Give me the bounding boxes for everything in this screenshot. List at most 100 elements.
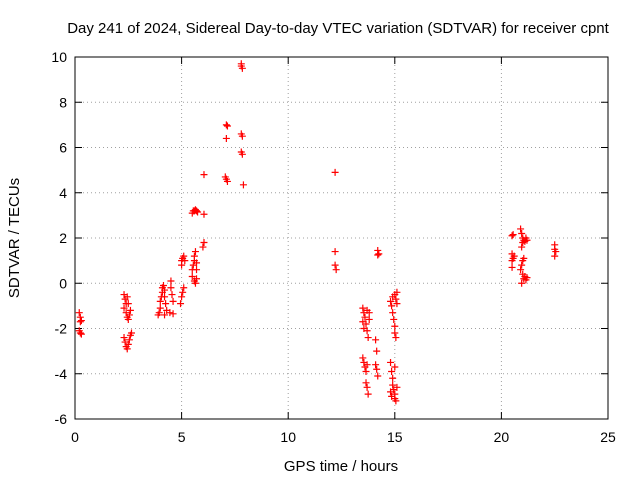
data-point <box>359 354 367 362</box>
data-point <box>393 300 401 308</box>
y-tick-label: 6 <box>59 140 67 156</box>
data-point <box>124 340 132 348</box>
data-point <box>199 243 207 251</box>
x-axis-label: GPS time / hours <box>284 458 398 475</box>
data-point <box>125 336 133 344</box>
data-point <box>223 122 231 130</box>
data-point <box>155 309 163 317</box>
data-point <box>391 363 399 371</box>
x-tick-label: 10 <box>280 429 296 445</box>
data-point <box>223 177 231 185</box>
data-point <box>77 330 85 338</box>
data-point <box>552 248 560 256</box>
x-tick-label: 0 <box>71 429 79 445</box>
data-point <box>180 284 188 292</box>
data-point <box>331 261 339 269</box>
data-point <box>388 367 396 375</box>
data-point <box>200 239 208 247</box>
data-point <box>551 252 559 260</box>
data-point <box>392 397 400 405</box>
data-point <box>191 279 199 287</box>
data-point <box>387 297 395 305</box>
y-tick-labels: -6 -4 -2 0 2 4 6 8 10 <box>51 49 67 427</box>
data-point <box>332 266 340 274</box>
x-tick-label: 20 <box>494 429 510 445</box>
data-point <box>167 277 175 285</box>
data-point <box>161 286 169 294</box>
data-point <box>125 311 133 319</box>
data-point <box>393 288 401 296</box>
data-point <box>390 315 398 323</box>
data-point <box>76 318 84 326</box>
x-tick-label: 15 <box>387 429 403 445</box>
data-point <box>372 361 380 369</box>
data-point <box>391 329 399 337</box>
data-point <box>388 392 396 400</box>
y-tick-label: 4 <box>59 185 67 201</box>
data-point <box>120 334 128 342</box>
data-point <box>167 284 175 292</box>
data-point <box>161 293 169 301</box>
data-point <box>188 272 196 280</box>
data-point <box>359 304 367 312</box>
data-point <box>510 252 518 260</box>
data-point <box>75 309 83 317</box>
data-point <box>365 315 373 323</box>
data-point <box>523 236 531 244</box>
data-point <box>518 229 526 237</box>
data-point <box>391 322 399 330</box>
data-point <box>124 315 132 323</box>
data-point <box>373 365 381 373</box>
x-tick-label: 5 <box>178 429 186 445</box>
data-point <box>362 367 370 375</box>
data-point <box>372 336 380 344</box>
data-point <box>362 379 370 387</box>
data-point <box>180 252 188 260</box>
data-point <box>392 334 400 342</box>
data-point <box>169 297 177 305</box>
data-point <box>520 254 528 262</box>
data-point <box>360 325 368 332</box>
data-point <box>518 261 526 269</box>
data-point <box>238 64 246 72</box>
data-point <box>200 210 208 218</box>
data-point <box>518 279 526 287</box>
data-point <box>375 250 383 258</box>
x-tick-label: 25 <box>600 429 616 445</box>
data-point <box>389 381 397 389</box>
data-point <box>238 132 246 140</box>
data-point <box>177 300 185 308</box>
y-tick-label: 0 <box>59 275 67 291</box>
data-point <box>222 134 230 142</box>
data-point <box>168 291 176 299</box>
data-point <box>191 248 199 256</box>
data-point <box>166 309 174 317</box>
data-point <box>361 313 369 321</box>
data-point <box>387 358 395 366</box>
data-point <box>193 275 201 283</box>
data-point <box>162 300 170 308</box>
data-point <box>359 318 367 326</box>
data-point <box>222 121 230 129</box>
data-point <box>181 257 189 265</box>
data-point <box>238 150 246 158</box>
data-point <box>363 306 371 314</box>
data-point <box>123 293 131 301</box>
data-point <box>517 225 525 233</box>
data-point <box>194 208 202 216</box>
data-point <box>364 390 372 398</box>
data-point <box>331 168 339 176</box>
data-point <box>363 383 371 391</box>
data-point <box>76 329 84 337</box>
data-point <box>392 295 400 303</box>
data-point <box>374 372 382 380</box>
data-point <box>373 347 381 355</box>
data-point <box>169 310 177 318</box>
data-point <box>193 266 201 274</box>
data-point <box>331 248 339 256</box>
data-point <box>364 334 372 342</box>
data-point <box>393 383 401 391</box>
data-point <box>389 374 397 382</box>
data-point <box>508 263 516 271</box>
y-tick-label: 2 <box>59 230 67 246</box>
